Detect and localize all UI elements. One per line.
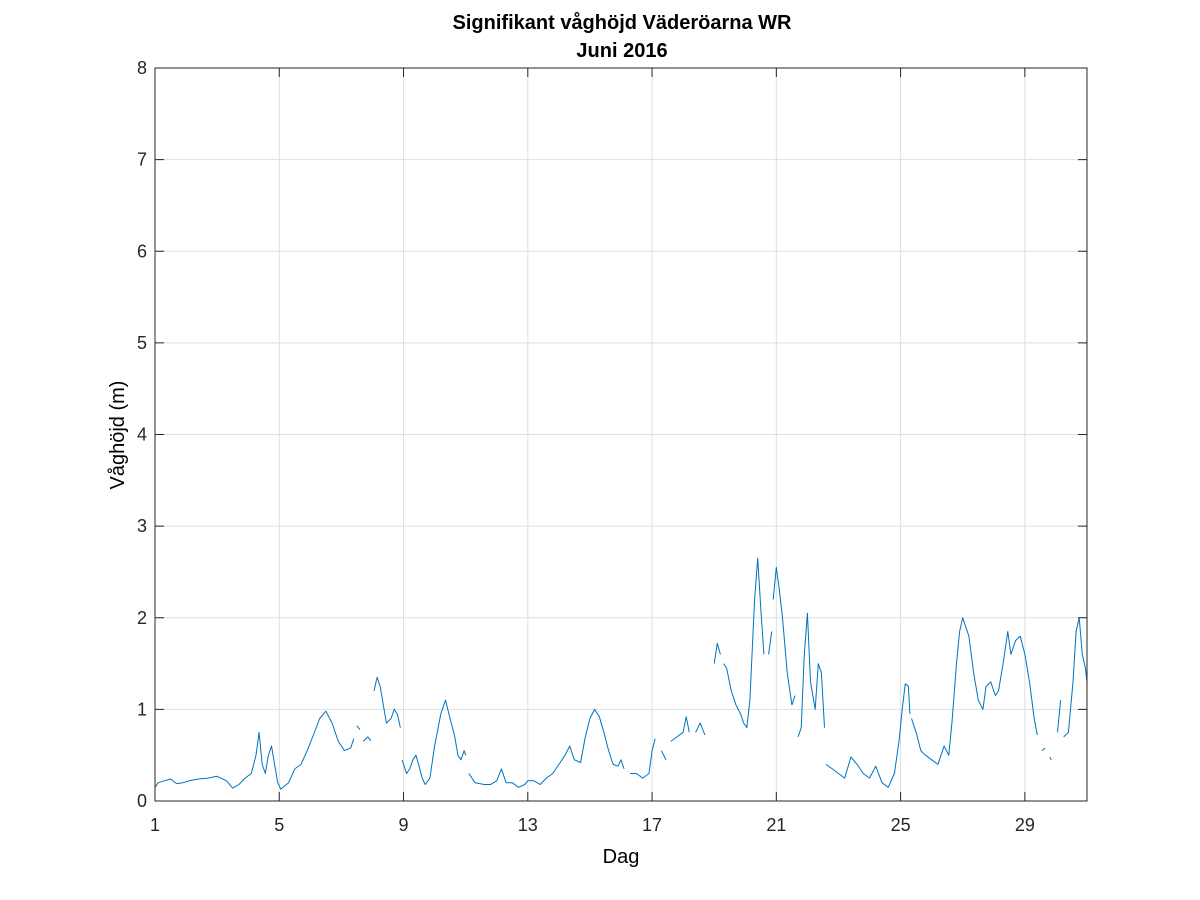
y-tick-labels: 0 1 2 3 4 5 6 7 8: [137, 58, 147, 811]
x-tick-labels: 1 5 9 13 17 21 25 29: [150, 815, 1035, 835]
wave-height-segment: [1049, 756, 1052, 761]
x-axis-label: Dag: [603, 846, 640, 868]
y-tick-label: 7: [137, 150, 147, 170]
x-tick-label: 17: [642, 815, 662, 835]
x-tick-label: 25: [891, 815, 911, 835]
x-tick-label: 29: [1015, 815, 1035, 835]
wave-height-line: [154, 557, 1088, 790]
wave-height-segment: [468, 708, 625, 788]
wave-height-segment: [373, 676, 401, 728]
wave-height-segment: [911, 617, 1038, 765]
wave-height-segment: [154, 710, 355, 790]
wave-height-segment: [660, 750, 667, 761]
y-tick-label: 4: [137, 425, 147, 445]
wave-height-segment: [670, 716, 690, 742]
y-tick-label: 3: [137, 516, 147, 536]
y-tick-label: 8: [137, 58, 147, 78]
x-tick-label: 21: [766, 815, 786, 835]
wave-height-segment: [1057, 700, 1062, 733]
wave-height-segment: [797, 612, 825, 738]
wave-height-segment: [713, 642, 721, 664]
x-tick-label: 9: [399, 815, 409, 835]
wave-height-segment: [630, 738, 656, 779]
wave-height-segment: [695, 722, 706, 736]
wave-height-segment: [401, 699, 467, 785]
y-axis-label: Våghöjd (m): [107, 381, 129, 490]
y-tick-label: 1: [137, 699, 147, 719]
wave-height-segment: [723, 557, 765, 729]
wave-height-segment: [1063, 617, 1088, 738]
y-tick-label: 0: [137, 791, 147, 811]
wave-height-segment: [362, 736, 372, 742]
wave-height-segment: [1041, 747, 1046, 751]
y-tick-label: 2: [137, 608, 147, 628]
axis-ticks: [154, 67, 1087, 802]
chart-subtitle: Juni 2016: [576, 40, 667, 62]
y-tick-label: 6: [137, 241, 147, 261]
x-tick-label: 13: [518, 815, 538, 835]
chart-title: Signifikant våghöjd Väderöarna WR: [453, 11, 792, 34]
wave-height-segment: [356, 725, 361, 730]
x-tick-label: 1: [150, 815, 160, 835]
wave-height-segment: [772, 566, 796, 706]
wave-height-segment: [768, 631, 773, 655]
y-tick-label: 5: [137, 333, 147, 353]
wave-height-segment: [825, 683, 911, 788]
x-tick-label: 5: [274, 815, 284, 835]
